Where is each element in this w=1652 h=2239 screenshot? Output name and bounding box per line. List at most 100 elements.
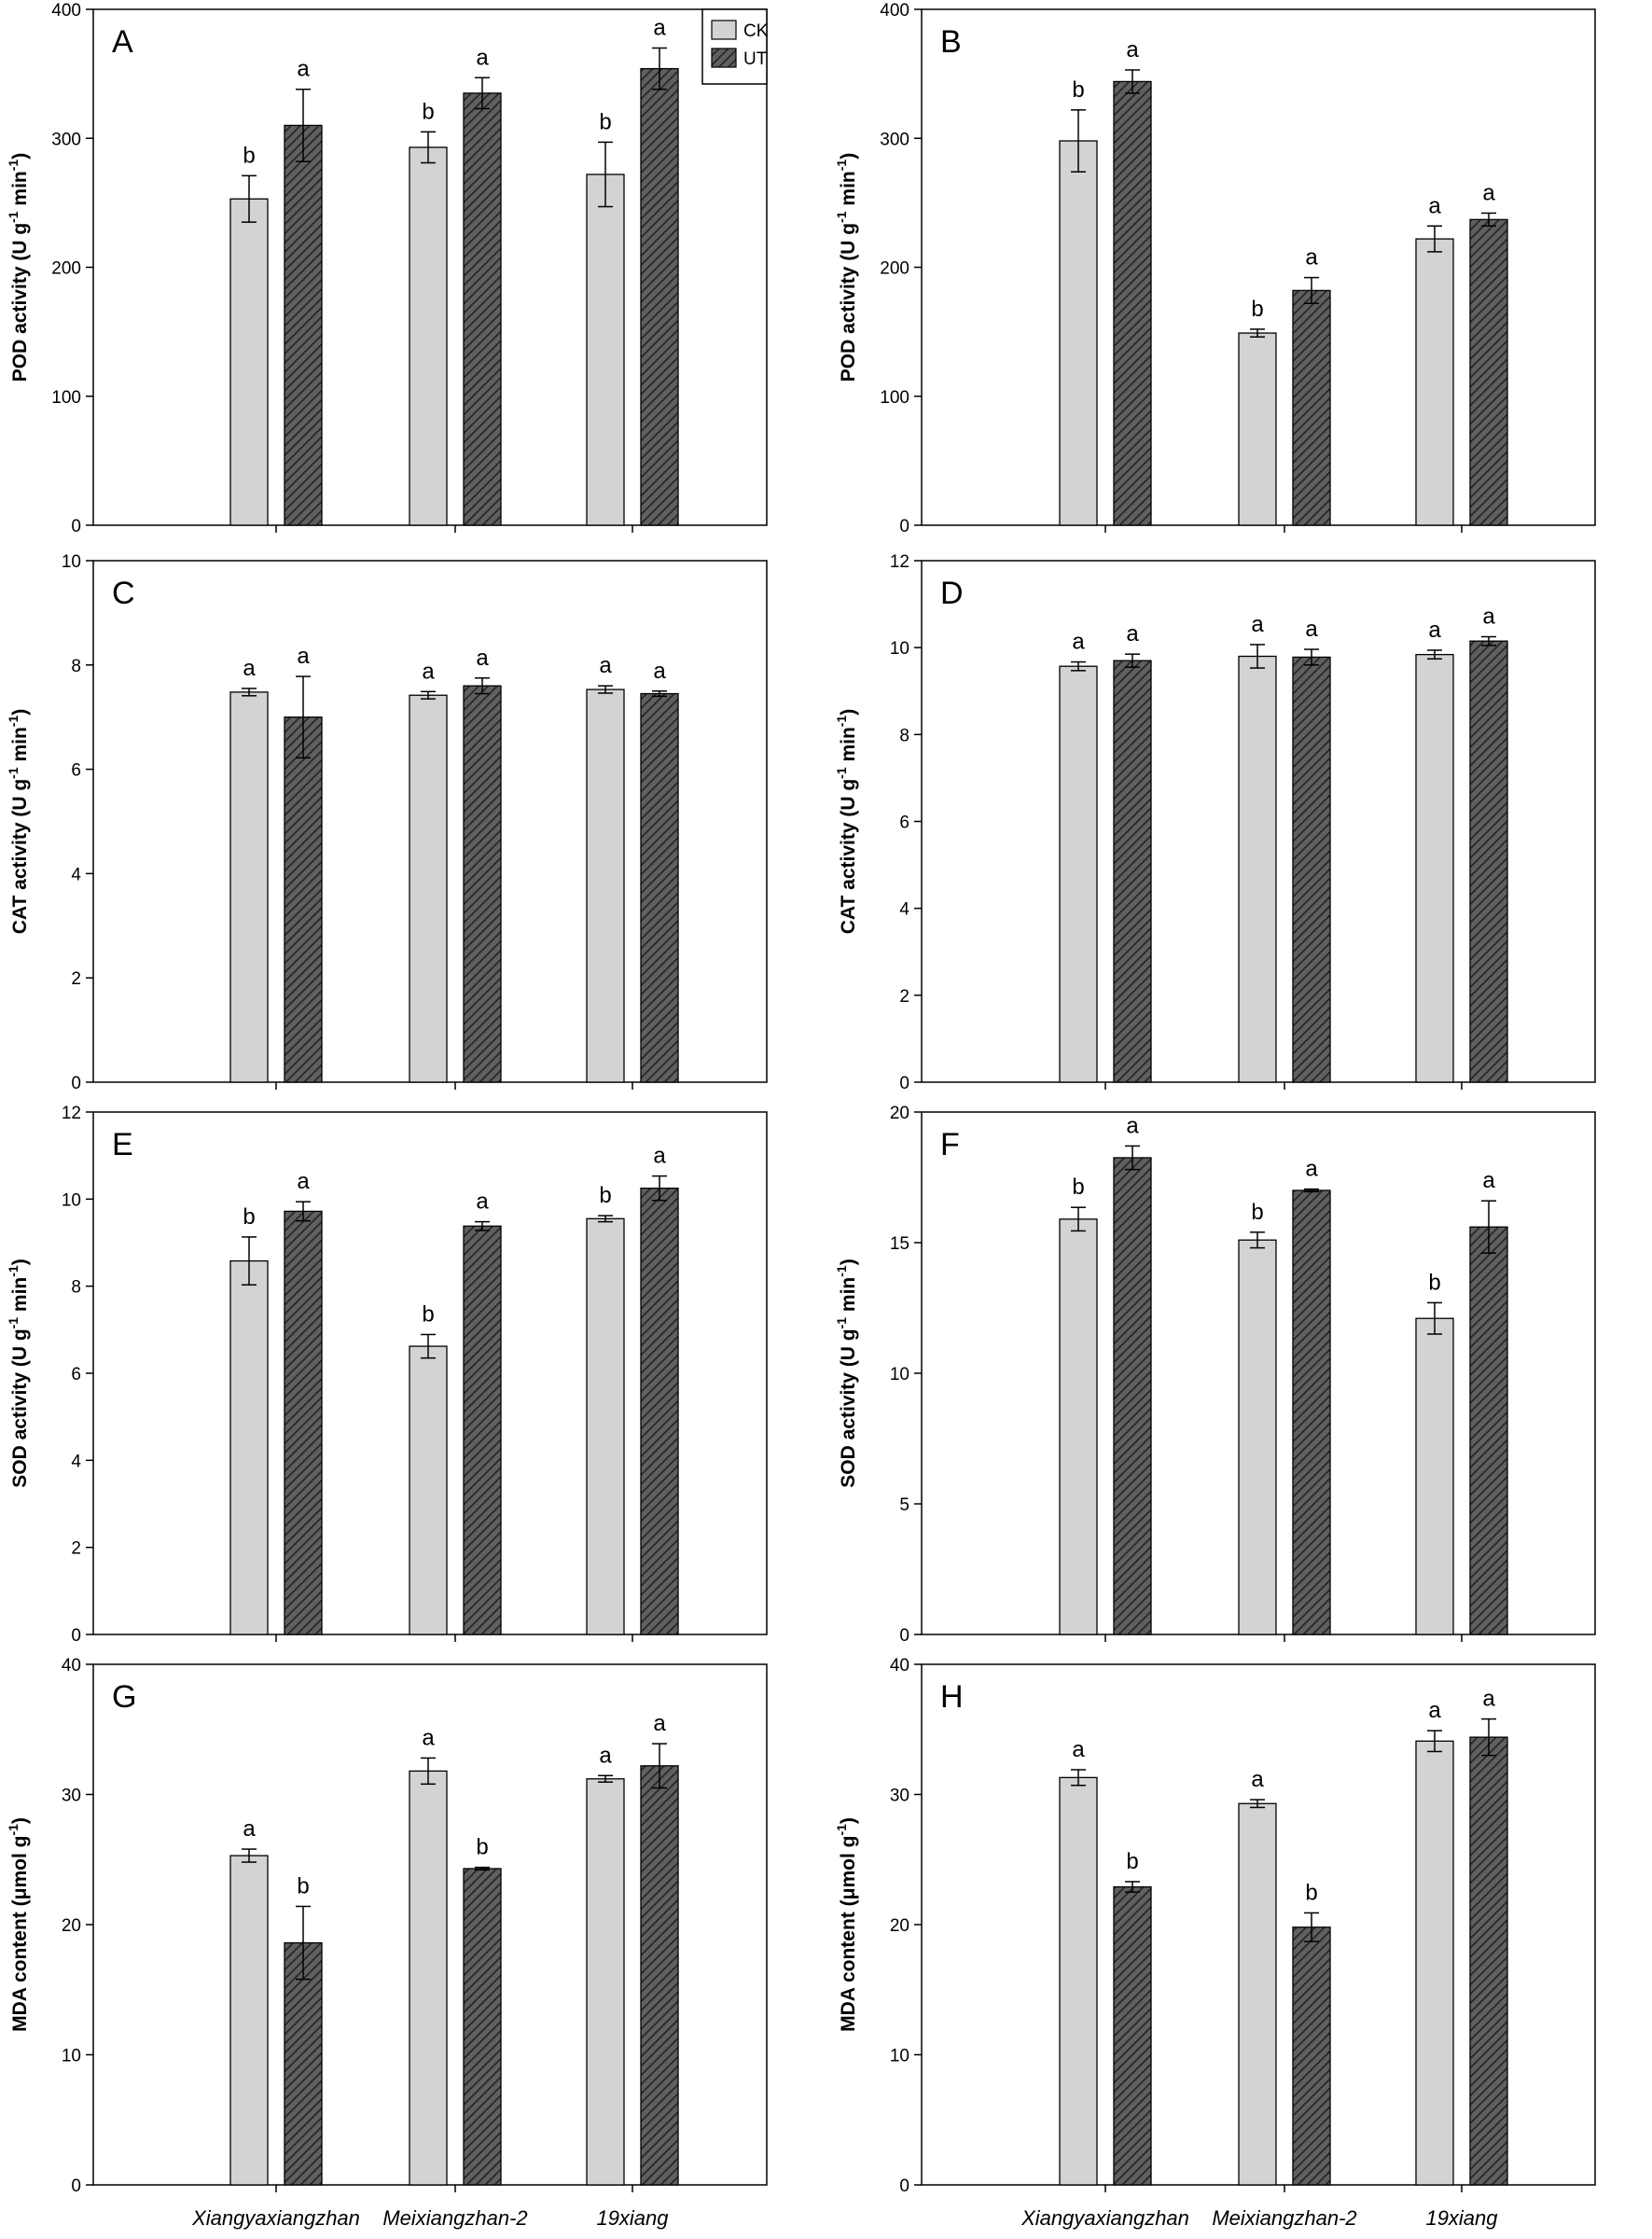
y-tick-label: 10 — [62, 1190, 81, 1210]
significance-label: a — [243, 1816, 256, 1842]
y-tick-label: 0 — [899, 1626, 909, 1646]
significance-label: b — [1305, 1880, 1317, 1905]
bar-ut — [463, 92, 502, 526]
significance-label: a — [476, 45, 489, 70]
y-tick-label: 20 — [890, 1916, 909, 1936]
y-tick-label: 200 — [880, 259, 909, 279]
y-tick-label: 12 — [890, 552, 909, 572]
y-tick-label: 8 — [71, 657, 81, 676]
significance-label: a — [1482, 1687, 1495, 1712]
bar-ut — [284, 124, 323, 526]
y-tick-label: 300 — [51, 130, 81, 149]
legend-label-ut: UT — [743, 49, 768, 69]
x-category-label: 19xiang — [1425, 2206, 1498, 2230]
bar-ck — [586, 1778, 625, 2186]
significance-label: a — [1482, 1168, 1495, 1193]
significance-label: b — [1428, 1270, 1440, 1295]
significance-label: a — [243, 656, 256, 681]
significance-label: a — [653, 659, 666, 684]
bar-ut — [1113, 80, 1152, 526]
bar-ck — [1238, 1802, 1277, 2186]
y-tick-label: 40 — [62, 1656, 81, 1676]
bar-ck — [1238, 332, 1277, 526]
significance-label: b — [1251, 1200, 1263, 1225]
y-axis-title-part: min — [838, 1277, 859, 1317]
significance-label: a — [1251, 1767, 1264, 1792]
panel-letter: H — [940, 1679, 964, 1715]
y-tick-label: 0 — [71, 1626, 81, 1646]
y-tick-label: 15 — [890, 1234, 909, 1254]
bar-ck — [229, 691, 269, 1083]
y-axis-title-superscript: -1 — [6, 160, 21, 172]
bar-ut — [640, 1765, 679, 2186]
legend-label-ck: CK — [743, 21, 769, 41]
y-axis-title-part: ) — [838, 1259, 859, 1265]
y-tick-label: 100 — [880, 388, 909, 408]
bar-ck — [409, 1345, 448, 1635]
significance-label: a — [297, 57, 310, 82]
significance-label: a — [1126, 37, 1139, 63]
significance-label: a — [599, 653, 612, 678]
y-axis-title-superscript: -1 — [834, 1265, 849, 1277]
significance-label: a — [476, 1189, 489, 1215]
bar-ck — [409, 146, 448, 526]
y-axis-title-part: MDA content (μmol g — [838, 1836, 859, 2032]
y-tick-label: 20 — [62, 1916, 81, 1936]
significance-label: a — [1428, 618, 1441, 643]
y-tick-label: 100 — [51, 388, 81, 408]
y-tick-label: 5 — [899, 1495, 909, 1515]
y-tick-label: 8 — [899, 726, 909, 745]
y-tick-label: 0 — [71, 2176, 81, 2196]
legend-swatch-ck — [711, 20, 737, 40]
significance-label: b — [1072, 1175, 1084, 1200]
y-tick-label: 12 — [62, 1104, 81, 1123]
y-axis-title: POD activity (U g-1 min-1) — [6, 153, 31, 382]
significance-label: a — [297, 1169, 310, 1194]
significance-label: a — [422, 659, 435, 684]
bar-ut — [1113, 660, 1152, 1083]
y-axis-title-part: min — [9, 1277, 31, 1317]
y-axis-title: MDA content (μmol g-1) — [834, 1817, 859, 2032]
panel-letter: D — [940, 576, 964, 611]
y-axis-title: SOD activity (U g-1 min-1) — [6, 1259, 31, 1487]
bar-ck — [586, 1217, 625, 1635]
bar-ut — [1292, 656, 1331, 1083]
y-tick-label: 400 — [880, 1, 909, 21]
y-axis-title-superscript: -1 — [6, 716, 21, 728]
significance-label: b — [1126, 1849, 1138, 1874]
bar-ck — [229, 1855, 269, 2186]
bar-ut — [640, 67, 679, 526]
significance-label: a — [653, 1144, 666, 1169]
y-tick-label: 10 — [62, 2047, 81, 2066]
y-axis-title-part: ) — [838, 709, 859, 716]
y-axis-title-superscript: -1 — [6, 1317, 21, 1329]
y-tick-label: 6 — [71, 761, 81, 781]
y-axis-title-part: SOD activity (U g — [9, 1328, 31, 1487]
bar-ut — [1113, 1157, 1152, 1635]
y-tick-label: 0 — [899, 2176, 909, 2196]
bar-ck — [409, 1770, 448, 2186]
panel-letter: E — [112, 1127, 133, 1162]
significance-label: b — [1251, 297, 1263, 322]
panel-letter: C — [112, 576, 135, 611]
y-axis-title-part: CAT activity (U g — [9, 779, 31, 934]
significance-label: a — [297, 644, 310, 669]
y-axis-title-superscript: -1 — [834, 767, 849, 779]
bar-ck — [1059, 665, 1098, 1083]
bar-ck — [409, 694, 448, 1083]
y-axis-title: POD activity (U g-1 min-1) — [834, 153, 859, 382]
y-tick-label: 300 — [880, 130, 909, 149]
bar-ut — [463, 1868, 502, 2186]
y-axis-title-part: POD activity (U g — [9, 223, 31, 382]
y-axis-title: MDA content (μmol g-1) — [6, 1817, 31, 2032]
bar-ut — [1469, 1736, 1508, 2186]
x-category-labels-left: Xiangyaxiangzhan Meixiangzhan-2 19xiang — [191, 2206, 669, 2230]
bar-ut — [640, 1188, 679, 1635]
x-category-label: Meixiangzhan-2 — [382, 2206, 527, 2230]
y-tick-label: 30 — [890, 1787, 909, 1806]
